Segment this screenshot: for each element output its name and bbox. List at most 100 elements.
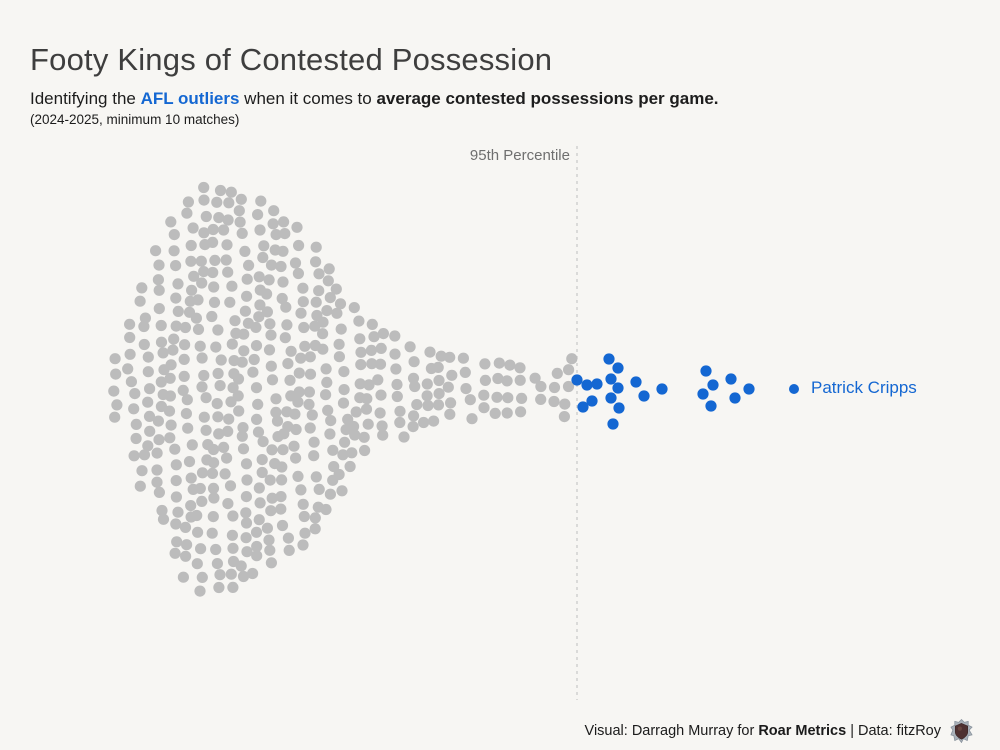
gray-dot <box>324 292 336 304</box>
gray-dot <box>501 375 513 387</box>
gray-dot <box>256 466 268 479</box>
gray-dot <box>198 194 210 206</box>
gray-dot <box>179 339 191 351</box>
outlier-dot <box>612 382 624 394</box>
gray-dot <box>558 411 571 423</box>
outlier-dot <box>729 392 741 404</box>
gray-dot <box>338 366 350 378</box>
gray-dot <box>167 344 179 356</box>
gray-dot <box>304 351 316 363</box>
gray-dot <box>207 482 220 494</box>
gray-dot <box>255 195 267 207</box>
gray-dot <box>143 410 156 422</box>
gray-dot <box>124 318 136 330</box>
gray-dot <box>445 397 457 409</box>
gray-dot <box>459 366 471 378</box>
gray-dot <box>265 360 277 372</box>
gray-dot <box>394 405 406 417</box>
gray-dot <box>139 312 151 324</box>
gray-dot <box>186 439 198 451</box>
outlier-dot <box>591 378 603 390</box>
gray-dot <box>181 207 193 219</box>
gray-dot <box>252 209 264 221</box>
gray-dot <box>275 260 287 273</box>
gray-dot <box>232 390 244 402</box>
gray-dot <box>354 333 366 345</box>
gray-dot <box>224 296 236 308</box>
gray-dot <box>261 288 273 300</box>
gray-dot <box>374 407 386 419</box>
gray-dot <box>254 224 266 236</box>
gray-dot <box>180 408 192 420</box>
gray-dot <box>377 429 389 441</box>
gray-dot <box>404 341 416 353</box>
gray-dot <box>421 390 433 402</box>
subtitle: Identifying the AFL outliers when it com… <box>30 89 719 109</box>
gray-dot <box>291 221 303 233</box>
gray-dot <box>185 472 197 484</box>
gray-dot <box>478 389 490 401</box>
gray-dot <box>278 428 290 440</box>
gray-dot <box>109 353 121 365</box>
subtitle-middle: when it comes to <box>239 89 377 108</box>
gray-dot <box>239 305 251 317</box>
gray-dot <box>222 425 234 437</box>
gray-dot <box>308 436 320 448</box>
gray-dot <box>514 374 526 386</box>
gray-dot <box>153 434 165 446</box>
gray-dot <box>280 301 292 313</box>
gray-dot <box>224 480 237 492</box>
gray-dot <box>223 413 235 425</box>
gray-dot <box>170 491 182 503</box>
gray-dot <box>297 498 309 510</box>
gray-dot <box>514 362 526 374</box>
gray-dot <box>535 380 547 393</box>
gray-dot <box>236 227 248 239</box>
gray-dot <box>226 338 238 350</box>
gray-dot <box>232 373 245 385</box>
gray-dot <box>354 378 366 390</box>
gray-dot <box>293 386 305 398</box>
gray-dot <box>304 422 316 434</box>
gray-dot <box>191 509 203 522</box>
gray-dot <box>479 358 491 370</box>
gray-dot <box>297 282 309 294</box>
gray-dot <box>265 505 277 517</box>
gray-dot <box>214 569 226 581</box>
gray-dot <box>268 205 280 217</box>
gray-dot <box>435 350 447 362</box>
gray-dot <box>198 181 210 194</box>
gray-dot <box>237 570 250 583</box>
gray-dot <box>198 227 210 239</box>
player-highlight-label: Patrick Cripps <box>811 378 917 397</box>
gray-dot <box>170 518 182 530</box>
gray-dot <box>325 415 337 427</box>
gray-dot <box>353 315 365 327</box>
gray-dot <box>293 367 305 379</box>
gray-dot <box>241 273 253 285</box>
gray-dot <box>491 391 503 403</box>
gray-dot <box>489 407 501 419</box>
gray-dot <box>168 333 180 345</box>
gray-dot <box>292 267 304 280</box>
gray-dot <box>310 296 322 308</box>
gray-dot <box>170 292 182 304</box>
gray-dot <box>212 411 224 423</box>
gray-dot <box>138 449 151 461</box>
gray-dot <box>278 216 290 228</box>
gray-dot <box>165 216 177 228</box>
gray-dot <box>195 543 207 555</box>
gray-dot <box>194 340 206 352</box>
gray-dot <box>198 369 210 382</box>
subtitle-note: (2024-2025, minimum 10 matches) <box>30 112 240 127</box>
gray-dot <box>288 440 300 452</box>
gray-dot <box>306 409 318 421</box>
gray-dot <box>169 443 181 455</box>
gray-dot <box>529 372 541 384</box>
gray-dot <box>270 406 282 418</box>
gray-dot <box>138 338 150 351</box>
gray-dot <box>444 351 456 363</box>
gray-dot <box>504 359 516 371</box>
gray-dot <box>266 444 278 456</box>
gray-dot <box>375 342 387 354</box>
